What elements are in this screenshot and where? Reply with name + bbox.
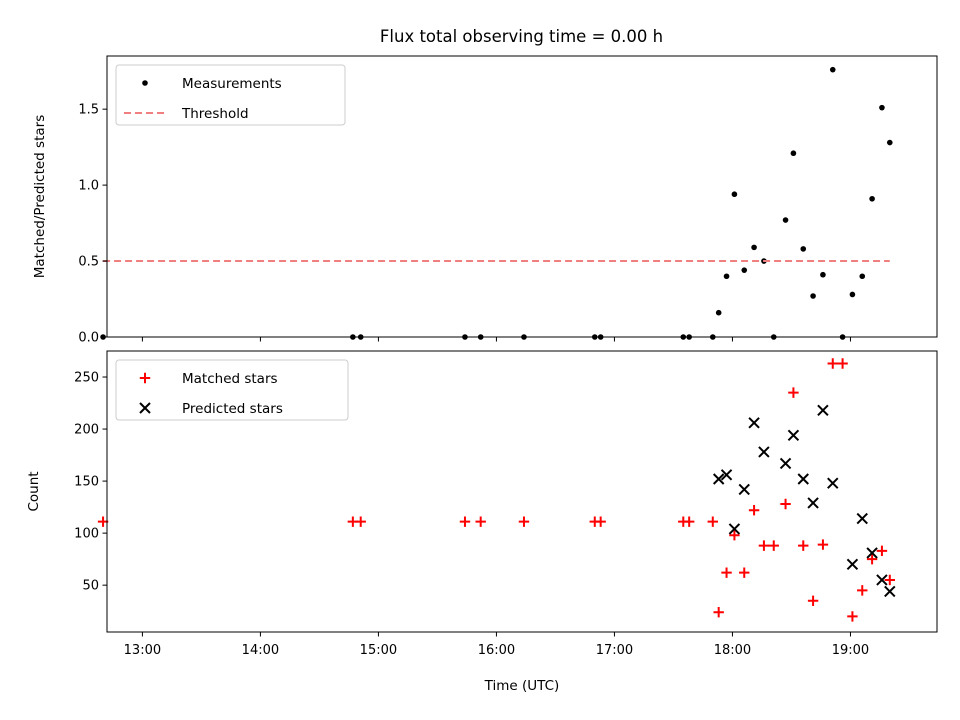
flux-y-axis-label: Matched/Predicted stars xyxy=(32,115,48,278)
count-y-tick-label-1: 100 xyxy=(74,527,99,542)
matched-stars-point-22 xyxy=(817,539,829,550)
predicted-stars-point-14 xyxy=(866,547,878,559)
measurements-point-21 xyxy=(810,293,816,299)
matched-stars-point-26 xyxy=(857,585,868,596)
flux-y-tick-label-2: 1.0 xyxy=(78,179,99,194)
count-x-tick-label-0: 13:00 xyxy=(124,643,161,658)
matched-stars-point-4 xyxy=(475,516,486,527)
count-x-tick-label-5: 18:00 xyxy=(714,643,751,658)
count-legend-label-matched-stars: Matched stars xyxy=(182,371,278,387)
flux-legend-label-measurements: Measurements xyxy=(182,76,282,92)
flux-axes-frame xyxy=(106,55,938,338)
measurements-point-26 xyxy=(859,273,866,280)
flux-legend-label-threshold: Threshold xyxy=(181,106,249,122)
predicted-stars-series xyxy=(712,404,896,598)
matched-stars-point-28 xyxy=(876,545,888,557)
predicted-stars-point-6 xyxy=(779,457,792,470)
flux-y-tick-label-0: 0.0 xyxy=(78,331,99,346)
predicted-stars-point-2 xyxy=(728,523,741,535)
predicted-stars-point-13 xyxy=(856,512,868,525)
measurements-point-12 xyxy=(723,273,730,280)
matched-stars-point-15 xyxy=(748,505,760,516)
count-x-tick-label-1: 14:00 xyxy=(242,643,279,658)
measurements-point-23 xyxy=(829,66,836,73)
matched-stars-point-20 xyxy=(798,540,809,551)
count-x-tick-label-2: 15:00 xyxy=(360,643,397,658)
flux-legend: Measurements Threshold xyxy=(115,64,346,126)
predicted-stars-point-9 xyxy=(807,497,819,509)
measurements-point-18 xyxy=(782,217,789,223)
count-x-tick-label-4: 17:00 xyxy=(596,643,633,658)
measurements-point-27 xyxy=(869,195,875,202)
measurements-series xyxy=(100,66,893,340)
predicted-stars-point-10 xyxy=(817,404,829,417)
predicted-stars-point-1 xyxy=(720,469,733,481)
matched-stars-point-19 xyxy=(788,387,799,398)
measurements-point-11 xyxy=(715,309,722,316)
predicted-stars-point-4 xyxy=(748,417,760,429)
measurements-point-25 xyxy=(849,291,856,298)
count-legend-box xyxy=(115,359,349,421)
count-y-axis-label: Count xyxy=(26,471,42,511)
measurements-point-20 xyxy=(800,246,807,252)
matched-stars-point-24 xyxy=(837,358,848,369)
measurements-point-14 xyxy=(741,267,748,273)
matched-stars-point-21 xyxy=(807,595,819,606)
matched-stars-point-2 xyxy=(355,516,366,527)
predicted-stars-point-12 xyxy=(846,558,859,571)
chart-title: Flux total observing time = 0.00 h xyxy=(380,27,663,46)
predicted-stars-point-11 xyxy=(827,477,839,489)
flux-y-tick-label-1: 0.5 xyxy=(78,255,99,270)
matched-stars-point-7 xyxy=(595,516,606,527)
matched-stars-point-25 xyxy=(847,611,858,622)
measurements-point-22 xyxy=(820,271,826,278)
matched-stars-point-29 xyxy=(884,574,895,586)
count-y-tick-label-0: 50 xyxy=(82,579,99,594)
matched-stars-point-12 xyxy=(721,567,732,578)
count-x-tick-label-6: 19:00 xyxy=(832,643,869,658)
flux-legend-box xyxy=(115,64,346,126)
flux-legend-marker-measurements xyxy=(142,80,148,86)
matched-stars-point-16 xyxy=(758,540,770,551)
matched-stars-point-9 xyxy=(683,516,695,527)
count-axes-frame xyxy=(106,350,938,633)
measurements-point-19 xyxy=(790,150,797,157)
predicted-stars-point-16 xyxy=(884,585,896,598)
count-legend-label-predicted-stars: Predicted stars xyxy=(182,401,283,417)
count-legend-marker-matched-stars xyxy=(139,372,151,384)
measurements-point-13 xyxy=(731,191,738,198)
count-y-tick-label-4: 250 xyxy=(74,371,99,386)
matched-stars-point-14 xyxy=(739,567,750,578)
predicted-stars-point-8 xyxy=(797,473,809,485)
matched-stars-point-23 xyxy=(827,358,838,369)
measurements-point-15 xyxy=(751,244,757,251)
matched-stars-point-13 xyxy=(729,530,740,541)
measurements-point-29 xyxy=(886,139,893,146)
predicted-stars-point-5 xyxy=(758,446,770,458)
predicted-stars-point-15 xyxy=(876,574,888,586)
predicted-stars-point-7 xyxy=(787,429,800,442)
measurements-point-28 xyxy=(879,104,885,111)
flux-ratio-panel: 0.0 0.5 1.0 1.5 Matched/Predicted stars Measu… xyxy=(32,55,938,346)
matched-stars-point-3 xyxy=(459,516,471,527)
count-x-tick-label-3: 16:00 xyxy=(478,643,515,658)
matched-stars-point-11 xyxy=(713,607,724,618)
matched-stars-point-27 xyxy=(866,553,878,565)
count-legend: Matched stars Predicted stars xyxy=(115,359,349,421)
count-y-tick-label-2: 150 xyxy=(74,475,99,490)
count-x-axis-label: Time (UTC) xyxy=(484,678,560,694)
matched-stars-point-5 xyxy=(518,516,530,527)
matched-stars-point-10 xyxy=(707,516,718,527)
count-y-tick-label-3: 200 xyxy=(74,423,99,438)
count-panel: 13:00 14:00 15:00 16:00 17:00 18:00 19:00 50 100… xyxy=(26,350,938,694)
flux-y-tick-label-3: 1.5 xyxy=(78,103,99,118)
predicted-stars-point-0 xyxy=(712,473,725,485)
count-legend-marker-predicted-stars xyxy=(139,402,151,414)
matched-stars-point-18 xyxy=(780,498,791,510)
predicted-stars-point-3 xyxy=(738,483,750,496)
matched-stars-point-17 xyxy=(768,540,779,551)
